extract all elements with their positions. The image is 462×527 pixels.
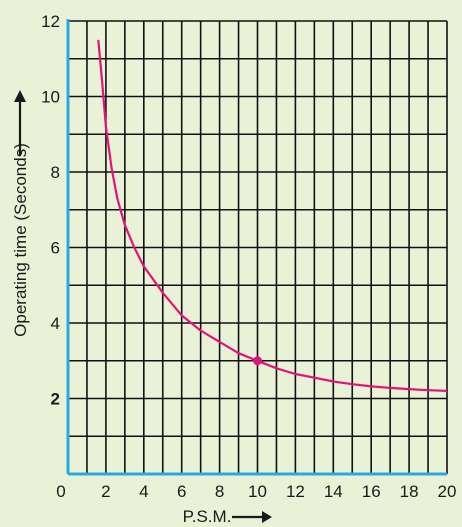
- x-axis-title: P.S.M.: [183, 507, 232, 526]
- series-line: [97, 39, 448, 392]
- y-axis-arrowhead: [14, 90, 26, 102]
- highlight-point: [253, 356, 262, 366]
- series-curve: [97, 39, 448, 392]
- y-tick-label: 8: [51, 163, 60, 182]
- y-tick-label: 10: [41, 88, 60, 107]
- x-tick-label: 4: [139, 482, 148, 501]
- y-axis-title: Operating time (Seconds): [11, 143, 30, 337]
- tick-labels: 0 2 4 6 8 10 12 14 16 18 20 2 4 6 8 10 12: [41, 12, 456, 501]
- axis-arrows: [14, 90, 272, 523]
- x-tick-label: 18: [400, 482, 419, 501]
- x-tick-label: 12: [286, 482, 305, 501]
- x-tick-label: 10: [248, 482, 267, 501]
- y-tick-label: 12: [41, 12, 60, 31]
- x-tick-label: 16: [362, 482, 381, 501]
- x-tick-label: 14: [324, 482, 343, 501]
- x-axis-arrowhead: [262, 511, 272, 523]
- axes: [66, 19, 447, 476]
- x-tick-label: 20: [438, 482, 457, 501]
- x-tick-label: 0: [56, 482, 65, 501]
- x-tick-label: 8: [215, 482, 224, 501]
- y-tick-label: 4: [51, 314, 60, 333]
- x-tick-label: 2: [101, 482, 110, 501]
- x-tick-label: 6: [177, 482, 186, 501]
- y-tick-label: 6: [51, 239, 60, 258]
- grid: [68, 20, 448, 474]
- y-tick-label: 2: [51, 390, 60, 409]
